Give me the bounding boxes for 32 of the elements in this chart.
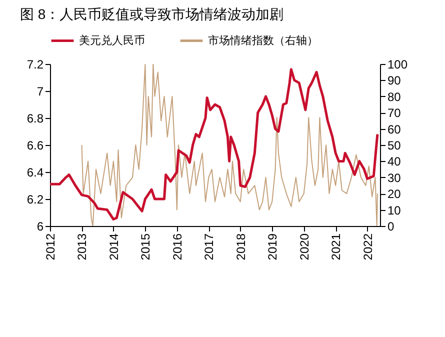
chart-title: 图 8：人民币贬值或导致市场情绪波动加剧 [20, 6, 284, 22]
y2-tick-label: 60 [388, 122, 402, 136]
x-tick-label: 2013 [75, 233, 90, 260]
x-tick-label: 2012 [44, 233, 58, 260]
y2-tick-label: 50 [388, 138, 402, 152]
y-tick-label: 6 [36, 220, 44, 234]
y-tick-label: 6.8 [26, 112, 44, 126]
y2-tick-label: 10 [388, 203, 402, 218]
legend-label: 市场情绪指数（右轴） [208, 34, 318, 47]
y2-tick-label: 100 [388, 58, 408, 72]
y2-tick-label: 70 [388, 106, 402, 120]
y-tick-label: 6.2 [26, 192, 44, 206]
y2-tick-label: 90 [388, 74, 402, 88]
y-tick-label: 7.2 [26, 58, 44, 72]
x-tick-label: 2020 [297, 233, 312, 260]
x-tick-label: 2015 [138, 233, 153, 260]
y2-tick-label: 30 [388, 170, 402, 185]
y-tick-label: 6.4 [26, 166, 44, 180]
x-tick-label: 2014 [106, 233, 121, 260]
y2-tick-label: 80 [388, 90, 402, 104]
y-tick-label: 6.6 [26, 138, 44, 152]
y2-tick-label: 40 [388, 154, 402, 169]
y2-tick-label: 20 [388, 187, 402, 202]
y-tick-label: 7 [36, 84, 44, 98]
x-tick-label: 2017 [202, 233, 216, 260]
x-tick-label: 2022 [360, 233, 375, 260]
x-tick-label: 2018 [234, 233, 248, 260]
x-tick-label: 2016 [170, 233, 184, 260]
x-tick-label: 2021 [329, 233, 344, 260]
x-tick-label: 2019 [266, 233, 280, 260]
y2-tick-label: 0 [388, 220, 394, 234]
legend-label: 美元兑人民币 [79, 34, 145, 47]
